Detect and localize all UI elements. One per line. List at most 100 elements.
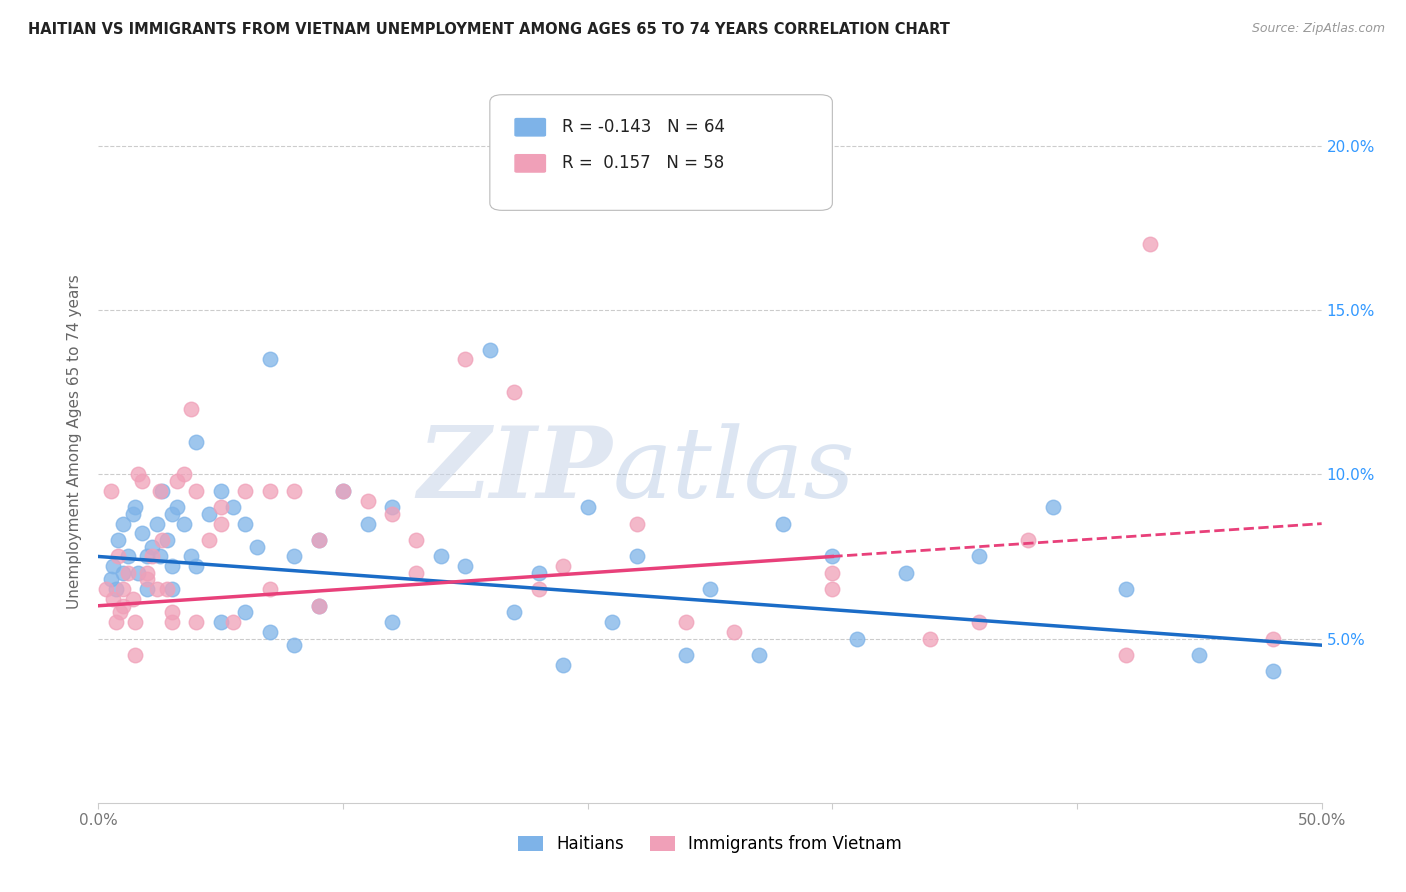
Point: [1115, 648, 1137, 662]
Point: [94, 582, 117, 597]
Point: [283, 549, 305, 564]
Point: [136, 582, 159, 597]
Point: [430, 549, 453, 564]
Point: [146, 582, 169, 597]
Point: [124, 615, 146, 630]
Point: [920, 632, 942, 646]
Point: [259, 582, 281, 597]
Text: R = -0.143   N = 64: R = -0.143 N = 64: [562, 119, 725, 136]
Point: [222, 500, 245, 515]
Point: [675, 615, 697, 630]
Point: [259, 625, 281, 640]
Point: [100, 483, 122, 498]
Point: [127, 566, 149, 580]
Point: [209, 500, 232, 515]
Point: [527, 566, 550, 580]
Point: [150, 533, 173, 547]
Text: ZIP: ZIP: [418, 422, 612, 518]
Point: [131, 474, 153, 488]
Point: [160, 605, 183, 619]
Point: [1188, 648, 1211, 662]
Point: [136, 549, 159, 564]
Point: [967, 615, 990, 630]
Point: [723, 625, 745, 640]
Legend: Haitians, Immigrants from Vietnam: Haitians, Immigrants from Vietnam: [512, 828, 908, 860]
Point: [1115, 582, 1137, 597]
Point: [127, 467, 149, 482]
Point: [553, 657, 575, 672]
Point: [111, 516, 134, 531]
Point: [146, 516, 169, 531]
Point: [160, 507, 183, 521]
Point: [233, 605, 256, 619]
Point: [626, 549, 648, 564]
Point: [111, 599, 134, 613]
Point: [222, 615, 245, 630]
Point: [381, 507, 404, 521]
Point: [821, 566, 844, 580]
Point: [197, 533, 219, 547]
FancyBboxPatch shape: [515, 154, 546, 173]
Point: [156, 533, 179, 547]
Point: [173, 467, 195, 482]
Point: [186, 615, 208, 630]
Point: [100, 573, 122, 587]
Point: [166, 474, 188, 488]
Point: [748, 648, 770, 662]
Point: [160, 559, 183, 574]
Point: [283, 638, 305, 652]
Point: [111, 582, 134, 597]
Text: HAITIAN VS IMMIGRANTS FROM VIETNAM UNEMPLOYMENT AMONG AGES 65 TO 74 YEARS CORREL: HAITIAN VS IMMIGRANTS FROM VIETNAM UNEMP…: [28, 22, 950, 37]
Point: [107, 549, 129, 564]
Point: [1042, 500, 1064, 515]
Point: [894, 566, 917, 580]
Point: [821, 549, 844, 564]
Point: [381, 615, 404, 630]
Point: [1261, 632, 1284, 646]
Point: [136, 573, 159, 587]
Point: [166, 500, 188, 515]
Point: [186, 483, 208, 498]
Point: [101, 592, 124, 607]
Point: [772, 516, 794, 531]
Point: [503, 385, 526, 400]
Point: [381, 500, 404, 515]
Point: [160, 582, 183, 597]
Point: [967, 549, 990, 564]
Point: [186, 559, 208, 574]
Point: [600, 615, 623, 630]
Text: R =  0.157   N = 58: R = 0.157 N = 58: [562, 154, 724, 172]
Point: [110, 605, 132, 619]
Point: [259, 352, 281, 367]
Point: [332, 483, 354, 498]
Y-axis label: Unemployment Among Ages 65 to 74 years: Unemployment Among Ages 65 to 74 years: [67, 274, 83, 609]
Point: [150, 483, 173, 498]
Point: [246, 540, 269, 554]
Point: [149, 483, 172, 498]
Point: [576, 500, 599, 515]
Text: atlas: atlas: [612, 423, 855, 518]
Point: [180, 401, 202, 416]
Point: [186, 434, 208, 449]
Point: [124, 648, 146, 662]
Point: [821, 582, 844, 597]
Point: [1139, 237, 1161, 252]
Point: [209, 615, 232, 630]
Point: [308, 533, 330, 547]
Point: [111, 566, 134, 580]
Point: [173, 516, 195, 531]
Point: [136, 566, 159, 580]
Point: [209, 516, 232, 531]
Point: [117, 566, 139, 580]
Point: [101, 559, 124, 574]
Point: [160, 615, 183, 630]
Point: [553, 559, 575, 574]
Point: [117, 549, 139, 564]
Point: [124, 500, 146, 515]
Point: [308, 533, 330, 547]
Point: [141, 540, 163, 554]
Point: [197, 507, 219, 521]
Point: [180, 549, 202, 564]
Point: [121, 507, 143, 521]
Point: [259, 483, 281, 498]
